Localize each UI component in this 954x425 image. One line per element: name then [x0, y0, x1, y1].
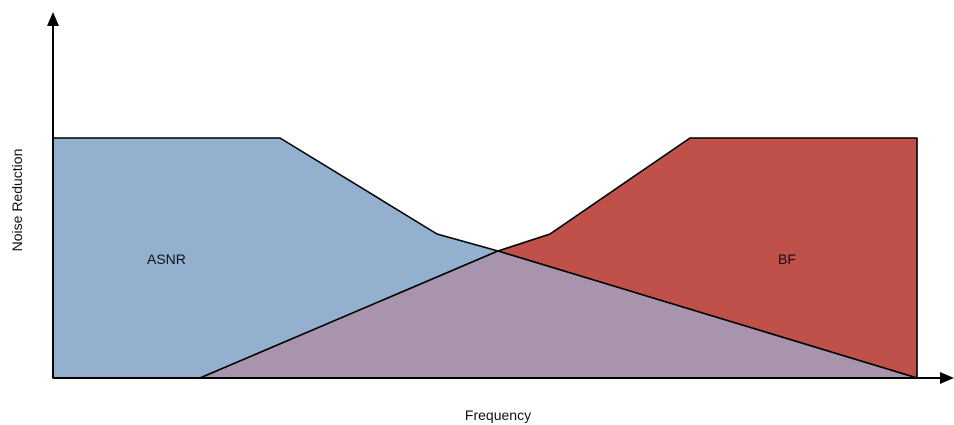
bf-label: BF	[778, 251, 796, 267]
x-axis-arrow-icon	[940, 372, 954, 384]
y-axis-arrow-icon	[47, 12, 59, 26]
x-axis-label: Frequency	[465, 407, 531, 423]
asnr-label: ASNR	[147, 251, 186, 267]
y-axis-label: Noise Reduction	[9, 149, 25, 252]
